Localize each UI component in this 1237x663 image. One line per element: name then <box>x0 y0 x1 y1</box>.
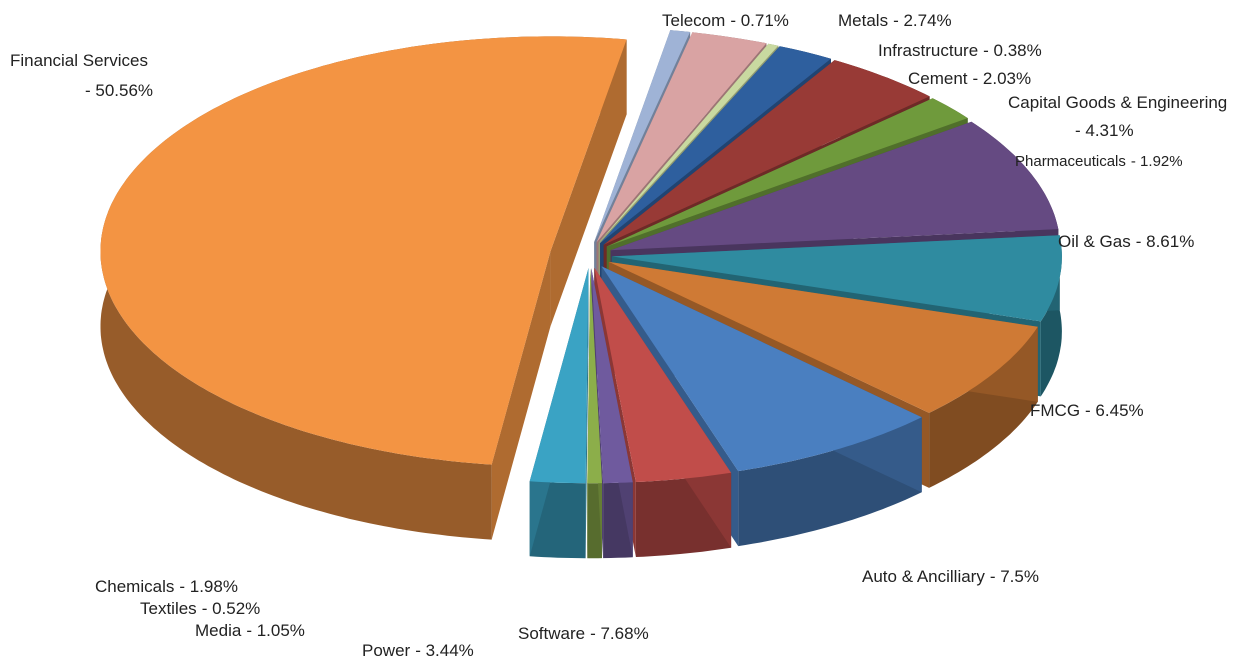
data-label: Textiles - 0.52% <box>140 599 260 618</box>
slice-side <box>587 483 602 559</box>
label-value: - 0.52% <box>202 599 261 618</box>
label-category: Metals <box>838 11 888 30</box>
label-value: - 1.98% <box>179 577 238 596</box>
label-value: - 2.03% <box>973 69 1032 88</box>
label-value: - 3.44% <box>415 641 474 660</box>
slice <box>591 268 633 484</box>
slice <box>608 261 1038 413</box>
data-label: Cement - 2.03% <box>908 69 1031 88</box>
label-category: Telecom <box>662 11 725 30</box>
label-value: - 1.92% <box>1131 153 1183 170</box>
slice <box>600 46 831 244</box>
data-label: Power - 3.44% <box>362 641 474 660</box>
data-label: Auto & Ancilliary - 7.5% <box>862 567 1039 586</box>
slice <box>601 266 922 472</box>
slice <box>529 268 589 484</box>
label-category: Textiles <box>140 599 197 618</box>
slice <box>100 36 627 465</box>
label-category: Chemicals <box>95 577 174 596</box>
label-category: Oil & Gas <box>1058 232 1131 251</box>
data-label: Infrastructure - 0.38% <box>878 41 1042 60</box>
label-value: - 2.74% <box>893 11 952 30</box>
slice <box>598 43 779 243</box>
label-category: Software <box>518 624 585 643</box>
label-category: Media <box>195 621 242 640</box>
slice-edge <box>550 39 627 327</box>
label-value: - 0.38% <box>983 41 1042 60</box>
data-label: FMCG - 6.45% <box>1030 401 1144 420</box>
data-label: Metals - 2.74% <box>838 11 952 30</box>
slice <box>603 60 930 245</box>
label-category: Financial Services <box>10 51 148 70</box>
slice-side <box>1040 235 1062 397</box>
slice <box>587 268 602 484</box>
data-label: Software - 7.68% <box>518 624 649 643</box>
data-label: Capital Goods & Engineering - 4.31% <box>1008 93 1227 140</box>
label-value: - 50.56% <box>85 81 153 100</box>
label-category: Cement <box>908 69 968 88</box>
label-category: Capital Goods & Engineering <box>1008 93 1227 112</box>
data-label: Telecom - 0.71% <box>662 11 789 30</box>
slice <box>611 235 1062 322</box>
label-value: - 0.71% <box>730 11 789 30</box>
data-label: Oil & Gas - 8.61% <box>1058 232 1194 251</box>
label-category: Pharmaceuticals <box>1015 153 1126 170</box>
slice <box>594 30 691 243</box>
label-value: - 8.61% <box>1136 232 1195 251</box>
data-label: Pharmaceuticals - 1.92% <box>1015 153 1183 170</box>
slice <box>596 32 767 243</box>
data-label: Financial Services - 50.56% <box>10 51 153 100</box>
slice <box>606 98 968 247</box>
data-label: Chemicals - 1.98% <box>95 577 238 596</box>
label-value: - 7.68% <box>590 624 649 643</box>
label-value: - 6.45% <box>1085 401 1144 420</box>
label-value: - 1.05% <box>246 621 305 640</box>
label-category: Infrastructure <box>878 41 978 60</box>
label-category: Auto & Ancilliary <box>862 567 985 586</box>
label-category: FMCG <box>1030 401 1080 420</box>
slice <box>594 267 732 482</box>
label-value: - 4.31% <box>1075 121 1134 140</box>
label-category: Power <box>362 641 411 660</box>
label-value: - 7.5% <box>990 567 1039 586</box>
slice-edge <box>491 251 551 540</box>
data-label: Media - 1.05% <box>195 621 305 640</box>
slice <box>610 121 1059 251</box>
